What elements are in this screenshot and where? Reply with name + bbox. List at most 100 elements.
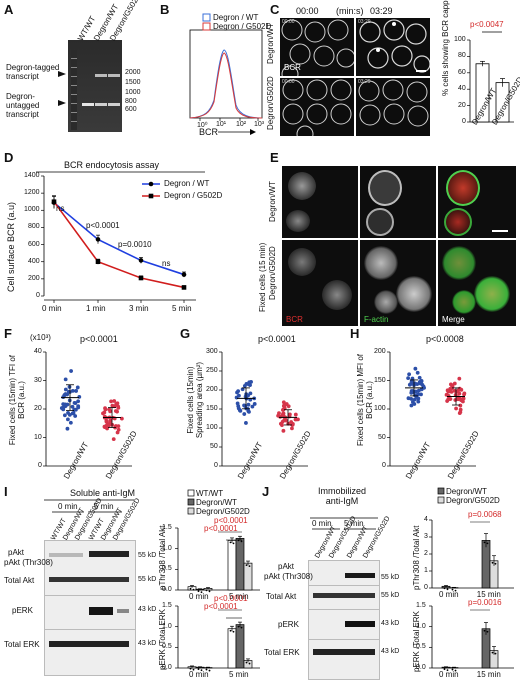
series-line xyxy=(53,201,185,289)
y-tick-label: 0 xyxy=(462,118,466,125)
data-point xyxy=(415,370,420,375)
timestamp: 00:00 xyxy=(282,79,295,85)
y-tick-label: 30 xyxy=(34,376,42,384)
data-point xyxy=(76,405,81,410)
y-tick-label: 800 xyxy=(28,223,40,231)
data-point xyxy=(409,403,414,408)
data-point xyxy=(406,396,411,401)
channel-label: Merge xyxy=(442,315,465,324)
x-axis-label: BCR xyxy=(199,127,219,137)
p-value: p=0.0016 xyxy=(468,598,502,607)
data-point xyxy=(71,411,76,415)
panel-label-g: G xyxy=(180,326,191,341)
data-point xyxy=(104,418,109,423)
data-point xyxy=(448,386,453,391)
chart-title: BCR endocytosis assay xyxy=(64,160,160,170)
data-point xyxy=(65,426,70,431)
y-tick-label: 3 xyxy=(424,533,428,540)
blot-row-label: Total Akt xyxy=(266,592,297,601)
data-point xyxy=(452,381,457,386)
data-point xyxy=(65,417,70,422)
y-tick-label: 1.0 xyxy=(162,544,172,552)
tick-label: 10⁰ xyxy=(197,122,208,129)
data-point xyxy=(451,668,454,671)
data-point xyxy=(69,369,73,373)
microscopy-image xyxy=(438,166,516,238)
data-point xyxy=(242,412,247,416)
y-tick-label: 1200 xyxy=(24,189,40,197)
data-point xyxy=(282,418,287,422)
x-tick-label: 0 min xyxy=(189,670,209,679)
data-point xyxy=(242,403,246,408)
kda-marker: 43 kD xyxy=(381,620,400,627)
data-point xyxy=(281,428,286,433)
kda-marker: 55 kD xyxy=(138,576,157,583)
data-point xyxy=(281,400,286,405)
microscopy-image: 00:00 BCR xyxy=(280,18,354,76)
channel-label: F-actin xyxy=(364,315,389,324)
y-tick-label: 1.0 xyxy=(162,622,172,630)
time-unit: (min:s) xyxy=(336,6,364,16)
data-point xyxy=(416,399,421,404)
y-tick-label: 10 xyxy=(34,433,42,441)
data-point xyxy=(461,396,466,401)
microscopy-image: 00:00 xyxy=(280,78,354,136)
microscopy-image xyxy=(360,166,436,238)
data-point xyxy=(229,541,232,544)
y-tick-label: 0 xyxy=(424,584,428,591)
x-tick-label: 5 min xyxy=(172,304,192,313)
microscopy-image xyxy=(438,240,516,326)
y-tick-label: 0.0 xyxy=(162,664,172,671)
data-point xyxy=(446,389,451,394)
data-point xyxy=(95,237,101,242)
data-point xyxy=(67,385,72,389)
data-point xyxy=(449,390,454,394)
annotation: p=0.0010 xyxy=(118,240,152,249)
data-point xyxy=(108,420,112,425)
x-tick-label: 0 min xyxy=(42,304,62,313)
data-point xyxy=(205,668,208,671)
p-value: p<0.0001 xyxy=(204,524,238,533)
data-point xyxy=(232,630,235,633)
data-point xyxy=(197,590,200,593)
time-label: 0 min xyxy=(58,502,78,511)
blot-title: Soluble anti-IgM xyxy=(70,488,136,498)
data-point xyxy=(247,409,251,414)
x-tick-label: 1 min xyxy=(86,304,106,313)
western-blot xyxy=(308,560,380,680)
tick-label: 10³ xyxy=(254,121,265,128)
data-point xyxy=(189,667,192,670)
data-point xyxy=(63,377,68,382)
data-point xyxy=(483,629,486,632)
data-point xyxy=(486,630,489,633)
data-point xyxy=(181,272,187,277)
timestamp: 03:29 xyxy=(358,79,371,85)
data-point xyxy=(73,414,78,418)
data-point xyxy=(61,402,66,407)
data-point xyxy=(192,668,195,671)
data-point xyxy=(110,403,115,408)
data-point xyxy=(76,399,81,404)
data-point xyxy=(237,625,240,628)
data-point xyxy=(281,408,285,412)
y-tick-label: 4 xyxy=(424,516,428,523)
y-tick-label: 0.0 xyxy=(416,664,426,671)
y-tick-label: 60 xyxy=(458,68,466,76)
data-point xyxy=(70,388,75,393)
data-point xyxy=(63,387,68,392)
data-point xyxy=(457,391,462,396)
blot-row-label: pAkt (Thr308) xyxy=(4,558,53,567)
data-point xyxy=(416,392,420,397)
blot-row-label: pERK xyxy=(12,606,33,615)
y-tick-label: 250 xyxy=(206,367,218,374)
data-point xyxy=(75,385,80,390)
data-point xyxy=(61,407,66,412)
y-tick-label: 0.0 xyxy=(162,586,172,593)
y-tick-label: 200 xyxy=(28,274,40,282)
data-point xyxy=(494,562,497,565)
